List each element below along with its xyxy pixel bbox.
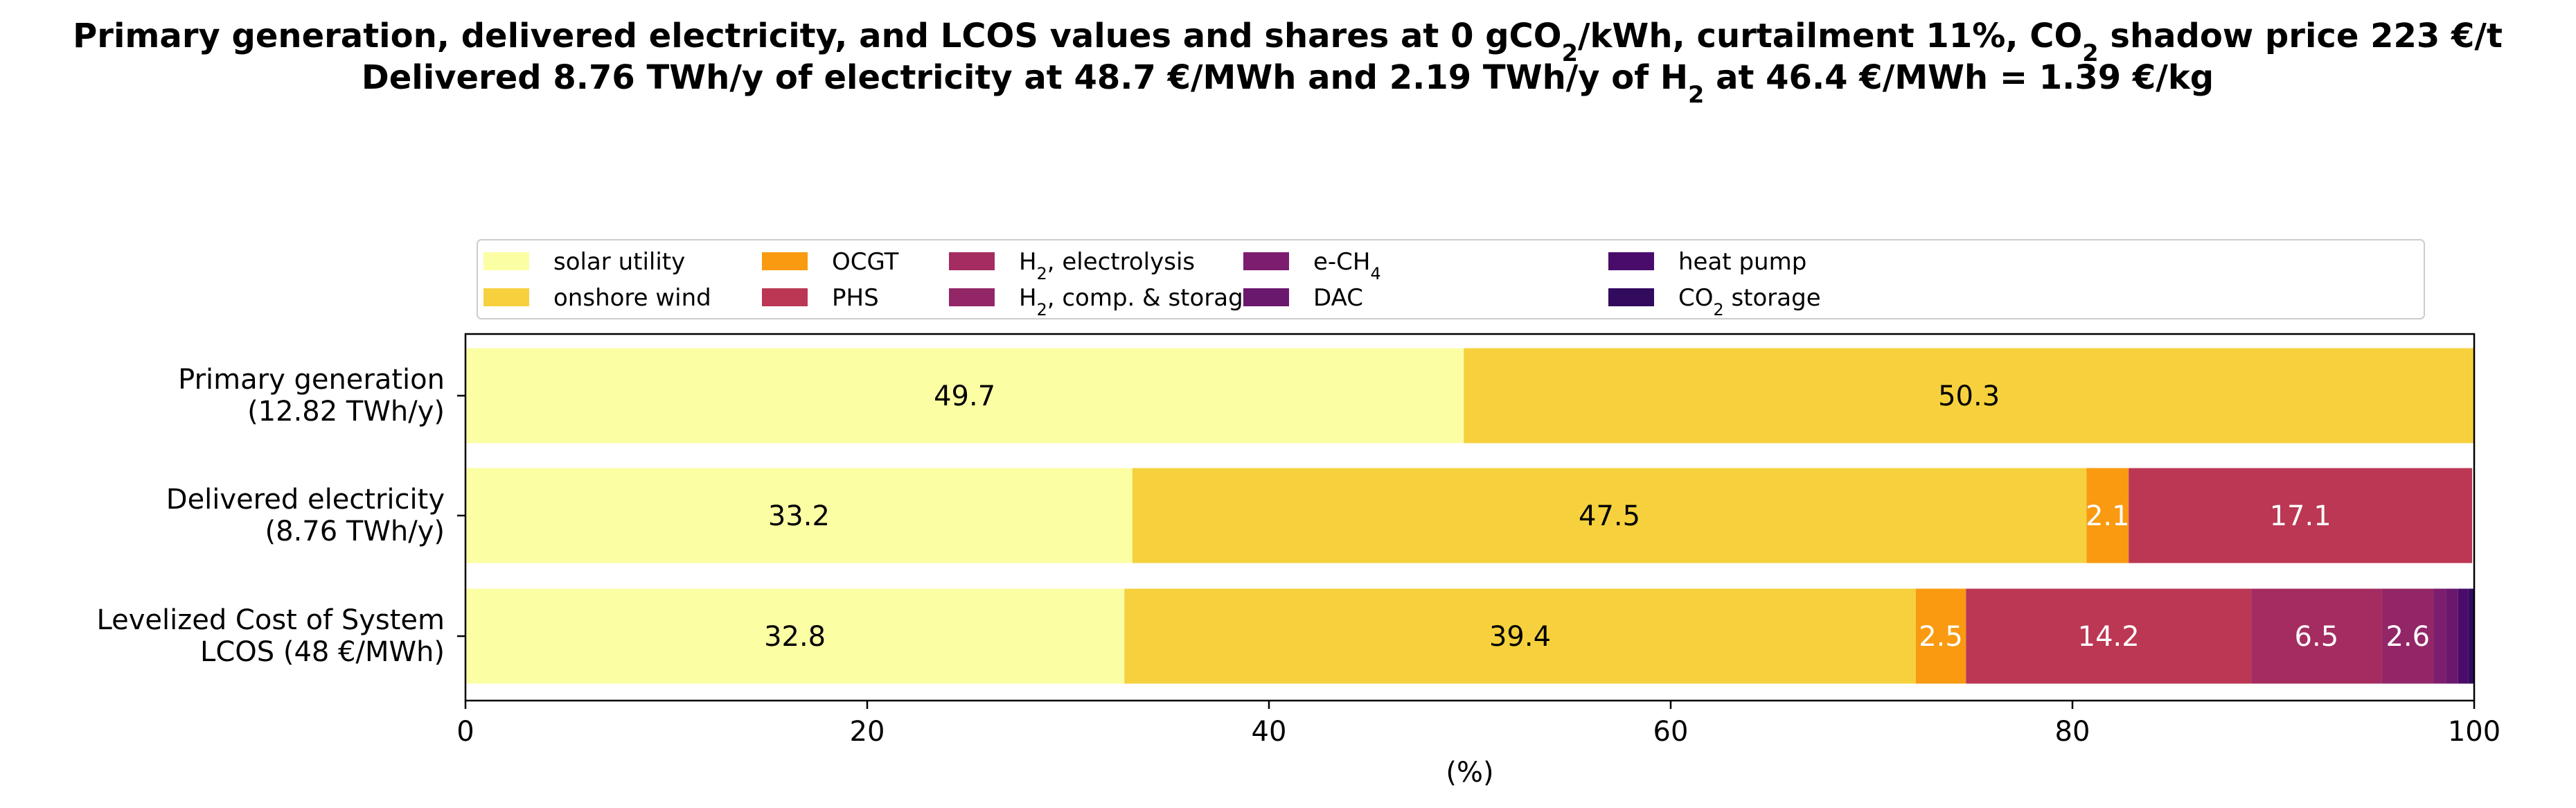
bar-value-label: 49.7	[934, 380, 995, 412]
legend-swatch	[1243, 252, 1289, 270]
bar-segment	[1915, 588, 1966, 684]
bars: 49.7 50.3 33.2 47.5 2.1 17.1 32.8 39.4 2.5 14.2 6.…	[465, 348, 2474, 684]
x-tick-label: 60	[1653, 716, 1689, 748]
chart-title-line: Delivered 8.76 TWh/y of electricity at 4…	[362, 58, 2214, 108]
chart-title: Primary generation, delivered electricit…	[73, 17, 2503, 108]
chart-title-line: Primary generation, delivered electricit…	[73, 17, 2503, 67]
legend-label: OCGT	[832, 248, 899, 276]
bar-value-label: 33.2	[768, 500, 830, 532]
bar-segment	[1464, 348, 2474, 443]
bar-segment	[1124, 588, 1916, 684]
legend-swatch	[1608, 252, 1654, 270]
x-tick-label: 100	[2448, 716, 2501, 748]
legend-label: CO2 storage	[1678, 284, 1821, 319]
legend-swatch	[762, 252, 808, 270]
x-tick-label: 40	[1252, 716, 1287, 748]
category-label: Primary generation	[178, 364, 445, 396]
bar-segment	[1966, 588, 2252, 684]
bar-segment	[2446, 588, 2458, 684]
legend-label: solar utility	[553, 248, 685, 276]
bar-value-label: 32.8	[764, 621, 826, 653]
bar-segment	[2251, 588, 2382, 684]
bar-segment	[465, 348, 1464, 443]
axes: 0 20 40 60 80 100 (%) Primary generation(12.82 …	[97, 333, 2501, 789]
plot-frame	[464, 333, 2476, 702]
bar-segment	[2434, 588, 2446, 684]
bar-value-label: 2.5	[1919, 621, 1963, 653]
category-label: LCOS (48 €/MWh)	[200, 636, 445, 668]
legend-label: e-CH4	[1313, 248, 1381, 283]
legend-swatch	[1608, 288, 1654, 306]
x-tick-label: 20	[850, 716, 885, 748]
x-axis-label: (%)	[1446, 757, 1493, 789]
bar-segment	[465, 468, 1132, 563]
bar-segment	[465, 588, 1125, 684]
legend-frame	[477, 239, 2425, 319]
legend-label: PHS	[832, 284, 879, 312]
bar-segment	[2468, 588, 2474, 684]
legend-swatch	[1243, 288, 1289, 306]
legend: solar utility onshore wind OCGT PHS H2, elec…	[477, 239, 2425, 319]
bar-value-label: 17.1	[2270, 500, 2331, 532]
legend-label: H2, electrolysis	[1019, 248, 1195, 283]
legend-swatch	[483, 252, 529, 270]
legend-swatch	[762, 288, 808, 306]
legend-swatch	[949, 288, 995, 306]
legend-swatch	[949, 252, 995, 270]
bar-segment	[2129, 468, 2473, 563]
category-label: (8.76 TWh/y)	[265, 516, 445, 547]
category-label: Delivered electricity	[166, 484, 445, 516]
category-label: Levelized Cost of System	[97, 604, 445, 636]
category-label: (12.82 TWh/y)	[247, 396, 445, 428]
bar-value-label: 39.4	[1489, 621, 1551, 653]
bar-segment	[2381, 588, 2434, 684]
legend-label: H2, comp. & storage	[1019, 284, 1258, 319]
x-tick-label: 80	[2055, 716, 2090, 748]
bar-value-label: 6.5	[2295, 621, 2339, 653]
bar-value-label: 14.2	[2078, 621, 2140, 653]
legend-label: onshore wind	[553, 284, 711, 312]
bar-value-label: 2.6	[2386, 621, 2430, 653]
bar-segment	[1132, 468, 2087, 563]
legend-label: heat pump	[1678, 248, 1806, 276]
bar-value-label: 2.1	[2086, 500, 2130, 532]
x-tick-label: 0	[456, 716, 474, 748]
bar-value-label: 50.3	[1938, 380, 2000, 412]
bar-segment	[2458, 588, 2469, 684]
bar-segment	[2086, 468, 2129, 563]
bar-value-label: 47.5	[1579, 500, 1640, 532]
legend-label: DAC	[1313, 284, 1363, 312]
legend-swatch	[483, 288, 529, 306]
